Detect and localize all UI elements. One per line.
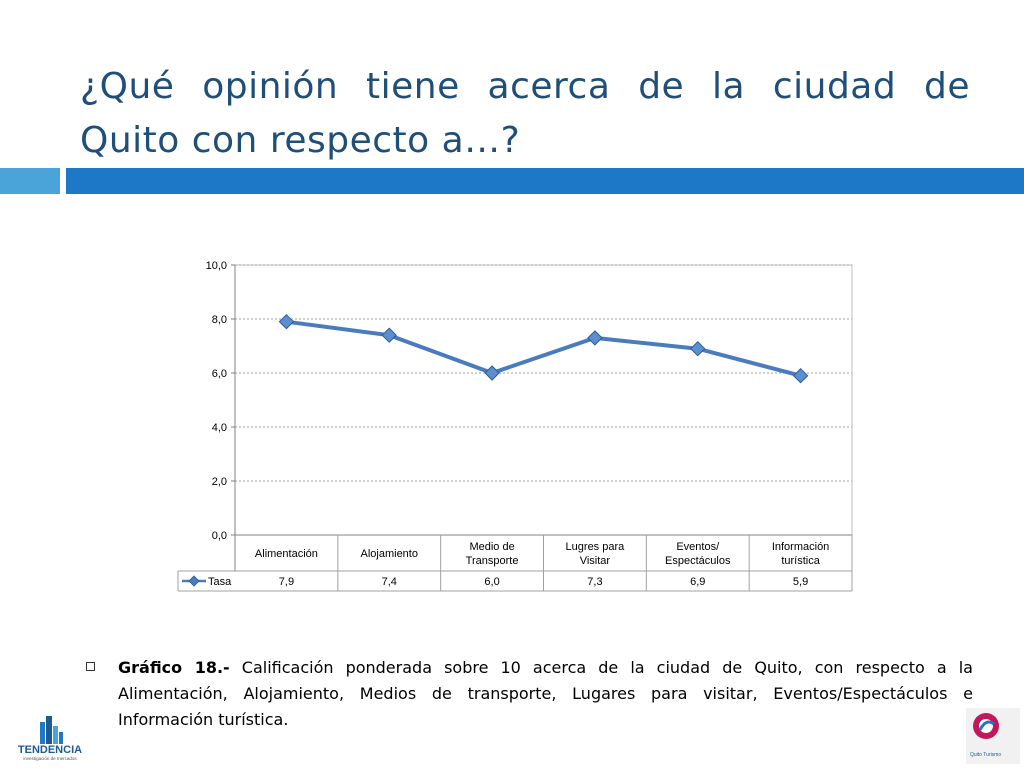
data-point bbox=[484, 365, 500, 381]
data-value-cell: 5,9 bbox=[793, 576, 808, 588]
category-label: Espectáculos bbox=[665, 555, 731, 567]
category-label: Eventos/ bbox=[676, 541, 720, 553]
data-table: Alimentación Alojamiento Medio de Transport… bbox=[177, 534, 853, 592]
caption-label: Gráfico 18.- bbox=[118, 658, 230, 677]
data-value-cell: 7,3 bbox=[587, 576, 602, 588]
data-point bbox=[792, 367, 809, 384]
caption-bullet-icon bbox=[86, 662, 95, 671]
tendencia-logo: TENDENCIA investigación de mercados bbox=[18, 716, 82, 761]
category-label: Alimentación bbox=[255, 548, 318, 560]
title-accent-bar-left bbox=[0, 168, 60, 194]
logo-left-subtext: investigación de mercados bbox=[23, 756, 77, 761]
y-tick-label: 6,0 bbox=[212, 368, 227, 380]
legend-label: Tasa bbox=[208, 576, 232, 588]
quito-turismo-logo: Quito Turismo bbox=[966, 708, 1020, 764]
logo-right-text: Quito Turismo bbox=[970, 752, 1001, 758]
category-label: Visitar bbox=[580, 555, 611, 567]
slide-title: ¿Qué opinión tiene acerca de la ciudad d… bbox=[80, 66, 970, 161]
caption-text: Calificación ponderada sobre 10 acerca d… bbox=[118, 658, 973, 729]
y-tick-label: 8,0 bbox=[212, 314, 227, 326]
y-tick-label: 2,0 bbox=[212, 476, 227, 488]
data-value-cell: 7,9 bbox=[279, 576, 294, 588]
legend-marker bbox=[188, 575, 200, 587]
category-label: Medio de bbox=[469, 541, 514, 553]
data-point bbox=[587, 330, 603, 346]
category-label: Lugres para bbox=[566, 541, 626, 553]
chart-caption: Gráfico 18.- Calificación ponderada sobr… bbox=[118, 655, 973, 733]
chart-gridlines bbox=[234, 264, 853, 536]
logo-left-text: TENDENCIA bbox=[18, 744, 82, 756]
category-label: turística bbox=[781, 555, 820, 567]
y-axis-ticks: 0,0 2,0 4,0 6,0 8,0 10,0 bbox=[206, 260, 236, 571]
data-value-cell: 6,0 bbox=[484, 576, 499, 588]
y-tick-label: 0,0 bbox=[212, 530, 227, 542]
series-tasa bbox=[278, 313, 809, 384]
data-point bbox=[278, 313, 295, 330]
title-accent-bar bbox=[66, 168, 1024, 194]
category-label: Alojamiento bbox=[361, 548, 418, 560]
category-label: Información bbox=[772, 541, 829, 553]
data-value-cell: 6,9 bbox=[690, 576, 705, 588]
series-line bbox=[286, 319, 802, 378]
y-tick-label: 10,0 bbox=[206, 260, 227, 272]
category-label: Transporte bbox=[466, 555, 519, 567]
data-value-cell: 7,4 bbox=[382, 576, 397, 588]
data-point bbox=[381, 327, 397, 343]
data-point bbox=[690, 340, 706, 357]
plot-area bbox=[234, 264, 853, 536]
y-tick-label: 4,0 bbox=[212, 422, 227, 434]
